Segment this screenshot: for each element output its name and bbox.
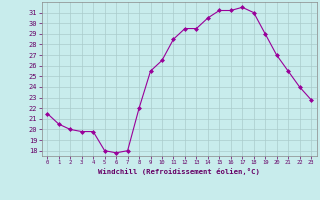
X-axis label: Windchill (Refroidissement éolien,°C): Windchill (Refroidissement éolien,°C) bbox=[98, 168, 260, 175]
